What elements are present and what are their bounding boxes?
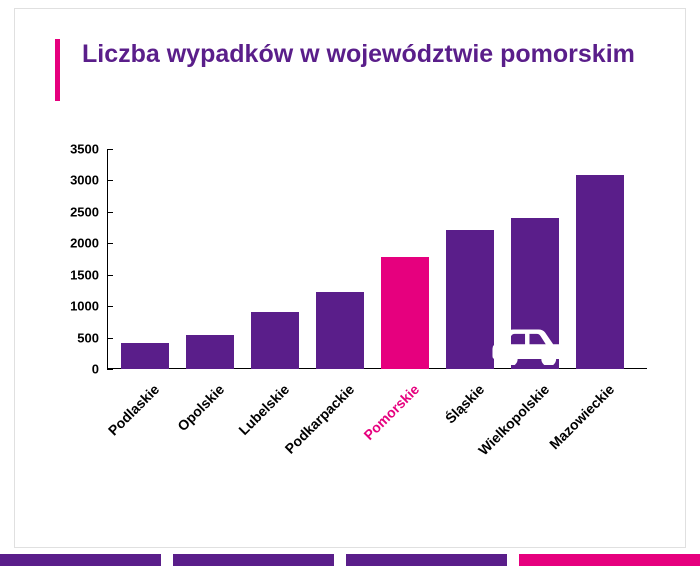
y-tick bbox=[107, 369, 113, 370]
footer-stripe bbox=[173, 554, 334, 566]
y-axis-label: 0 bbox=[92, 362, 99, 377]
plot-area bbox=[107, 149, 647, 369]
y-axis bbox=[107, 149, 108, 369]
y-axis-label: 1500 bbox=[70, 267, 99, 282]
bar-chart: 0500100015002000250030003500 PodlaskieOp… bbox=[55, 149, 655, 489]
bar bbox=[121, 343, 169, 369]
y-tick bbox=[107, 306, 113, 307]
y-axis-label: 3000 bbox=[70, 173, 99, 188]
y-tick bbox=[107, 338, 113, 339]
y-tick bbox=[107, 275, 113, 276]
footer-stripe bbox=[519, 554, 700, 566]
y-axis-label: 3500 bbox=[70, 142, 99, 157]
title-wrap: Liczba wypadków w województwie pomorskim bbox=[55, 39, 645, 101]
y-tick bbox=[107, 149, 113, 150]
title-accent-bar bbox=[55, 39, 60, 101]
y-axis-label: 2000 bbox=[70, 236, 99, 251]
page-title: Liczba wypadków w województwie pomorskim bbox=[82, 39, 635, 70]
y-tick bbox=[107, 212, 113, 213]
y-tick bbox=[107, 243, 113, 244]
y-tick bbox=[107, 180, 113, 181]
footer-stripes bbox=[0, 554, 700, 566]
y-axis-label: 1000 bbox=[70, 299, 99, 314]
footer-stripe bbox=[0, 554, 161, 566]
chart-card: Liczba wypadków w województwie pomorskim… bbox=[14, 8, 686, 548]
footer-stripe bbox=[346, 554, 507, 566]
y-axis-label: 2500 bbox=[70, 204, 99, 219]
y-axis-label: 500 bbox=[77, 330, 99, 345]
